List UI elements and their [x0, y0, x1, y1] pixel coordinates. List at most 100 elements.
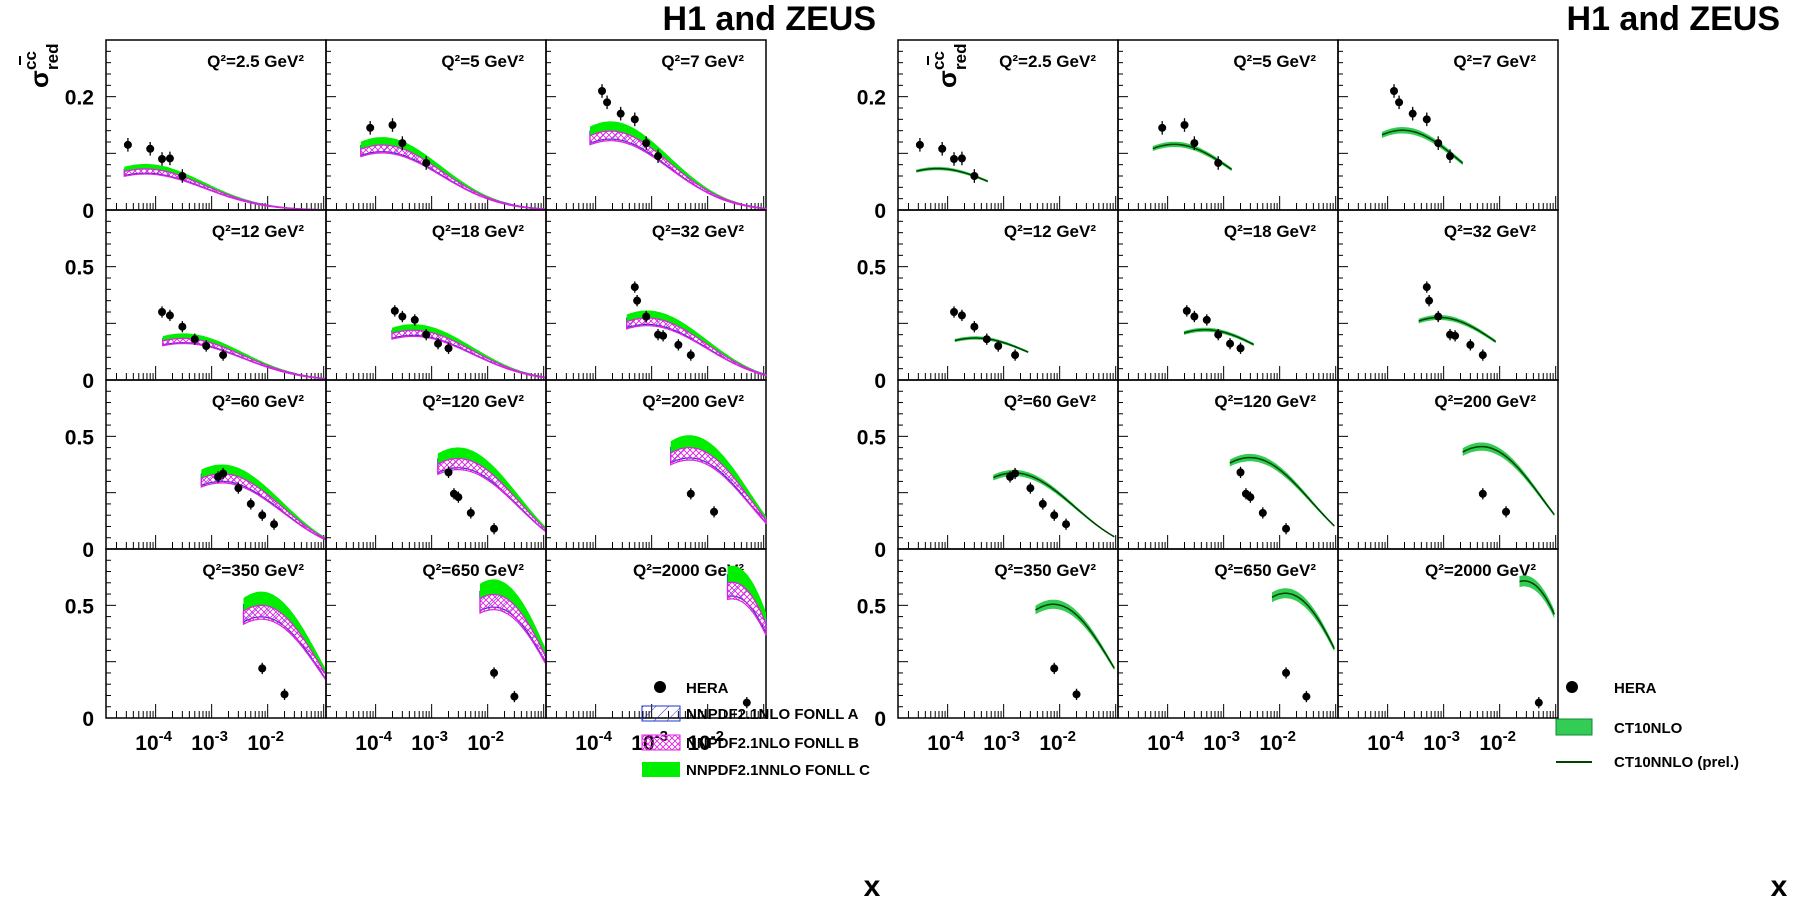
- fonll-b-band: [626, 317, 767, 377]
- hera-data-point: [398, 139, 407, 148]
- hera-data-point: [422, 158, 431, 167]
- panel-q2-label: Q²=650 GeV²: [1214, 561, 1316, 580]
- panel: 0 0.2 Q²=2.5 GeV²: [857, 39, 1119, 223]
- right-title: H1 and ZEUS: [1567, 0, 1780, 38]
- ct10nnlo-line: [1035, 603, 1115, 669]
- hera-data-point: [957, 154, 966, 163]
- hera-data-point: [234, 484, 243, 493]
- legend-ct10nlo-label: CT10NLO: [1614, 720, 1683, 737]
- x-tick-label: 10-4: [1367, 728, 1404, 755]
- y-tick-label: 0.5: [65, 257, 95, 280]
- x-tick-label: 10-3: [1203, 728, 1240, 755]
- hera-data-point: [742, 698, 751, 707]
- hera-data-point: [630, 115, 639, 124]
- hera-data-point: [165, 311, 174, 320]
- panel: Q²=5 GeV²: [325, 39, 547, 211]
- right-legend: HERA CT10NLO CT10NNLO (prel.): [1555, 680, 1739, 771]
- fonll-b-band: [200, 473, 327, 542]
- hera-data-point: [398, 312, 407, 321]
- y-tick-label: 0.5: [65, 426, 95, 449]
- y-tick-label: 0.2: [65, 87, 94, 110]
- y-tick-label: 0: [82, 200, 94, 223]
- left-x-axis-label: x: [864, 870, 881, 903]
- svg-text:cc: cc: [929, 51, 948, 70]
- hera-data-point: [434, 339, 443, 348]
- panel-q2-label: Q²=120 GeV²: [422, 392, 524, 411]
- hera-data-point: [490, 524, 499, 533]
- x-tick-label: 10-2: [467, 728, 504, 755]
- x-tick-label: 10-3: [411, 728, 448, 755]
- hera-data-point: [982, 335, 991, 344]
- ct10nlo-band: [1035, 599, 1115, 671]
- panel-q2-label: Q²=2000 GeV²: [633, 561, 744, 580]
- hera-data-point: [950, 308, 959, 316]
- hera-data-point: [219, 351, 228, 360]
- right-x-axis-label: x: [1771, 870, 1788, 903]
- hera-data-point: [1478, 489, 1487, 498]
- panel: Q²=200 GeV²: [545, 379, 767, 550]
- hera-data-point: [1214, 330, 1223, 339]
- hera-data-point: [454, 493, 463, 502]
- x-tick-label: 10-3: [1423, 728, 1460, 755]
- hera-data-point: [1062, 520, 1071, 529]
- x-tick-label: 10-4: [355, 728, 392, 755]
- panel: 0 0.5 Q²=60 GeV²: [857, 379, 1119, 562]
- panel: Q²=120 GeV²: [325, 379, 547, 550]
- panel-q2-label: Q²=18 GeV²: [1224, 222, 1316, 241]
- hera-data-point: [366, 123, 375, 132]
- panel: Q²=7 GeV²: [545, 39, 767, 211]
- panel-q2-label: Q²=7 GeV²: [661, 52, 744, 71]
- y-tick-label: 0: [874, 708, 886, 731]
- x-tick-label: 10-3: [983, 728, 1020, 755]
- ct10nnlo-line: [1519, 580, 1555, 615]
- panel-q2-label: Q²=18 GeV²: [432, 222, 524, 241]
- hera-data-point: [123, 140, 132, 149]
- fonll-b-band: [391, 329, 547, 379]
- panel-q2-label: Q²=120 GeV²: [1214, 392, 1316, 411]
- fonll-c-band: [626, 310, 766, 375]
- panel-q2-label: Q²=32 GeV²: [1444, 222, 1536, 241]
- ct10nnlo-line: [1418, 316, 1497, 343]
- ct10nlo-band: [1229, 453, 1335, 527]
- left-y-axis-label: σ cc red: [19, 44, 62, 88]
- legend-ct10nlo-swatch: [1555, 718, 1593, 736]
- hera-data-point: [190, 335, 199, 344]
- x-tick-label: 10-4: [135, 728, 172, 755]
- panel-q2-label: Q²=7 GeV²: [1453, 52, 1536, 71]
- hera-data-point: [1395, 98, 1404, 107]
- hera-data-point: [1282, 668, 1291, 677]
- panel: Q²=7 GeV²: [1337, 39, 1559, 211]
- hera-data-point: [1466, 340, 1475, 349]
- hera-data-point: [270, 520, 279, 529]
- hera-data-point: [1026, 484, 1035, 493]
- hera-data-point: [630, 283, 639, 292]
- x-tick-label: 10-2: [687, 728, 724, 755]
- panel: Q²=18 GeV²: [1117, 209, 1339, 381]
- hera-data-point: [970, 172, 979, 180]
- hera-data-point: [674, 340, 683, 349]
- panel: Q²=120 GeV²: [1117, 379, 1339, 550]
- ct10nnlo-line: [993, 472, 1115, 538]
- hera-data-point: [1214, 158, 1223, 167]
- hera-data-point: [178, 172, 187, 180]
- x-tick-label: 10-2: [247, 728, 284, 755]
- hera-data-point: [246, 499, 255, 508]
- hera-data-point: [258, 664, 267, 673]
- hera-data-point: [1011, 351, 1020, 360]
- x-tick-label: 10-4: [1147, 728, 1184, 755]
- fonll-b-band: [726, 581, 767, 636]
- hera-data-point: [1180, 121, 1189, 129]
- hera-data-point: [994, 342, 1003, 350]
- y-tick-label: 0.2: [857, 87, 886, 110]
- hera-data-point: [1451, 331, 1460, 340]
- hera-data-point: [1236, 468, 1245, 477]
- panel-q2-label: Q²=2000 GeV²: [1425, 561, 1536, 580]
- ct10nlo-band: [1462, 442, 1555, 517]
- panel: Q²=650 GeV²: [325, 548, 547, 719]
- hera-data-point: [444, 344, 453, 353]
- hera-data-point: [1236, 344, 1245, 353]
- hera-data-point: [686, 351, 695, 360]
- hera-data-point: [1246, 493, 1255, 502]
- hera-data-point: [1050, 511, 1059, 520]
- hera-data-point: [466, 508, 475, 517]
